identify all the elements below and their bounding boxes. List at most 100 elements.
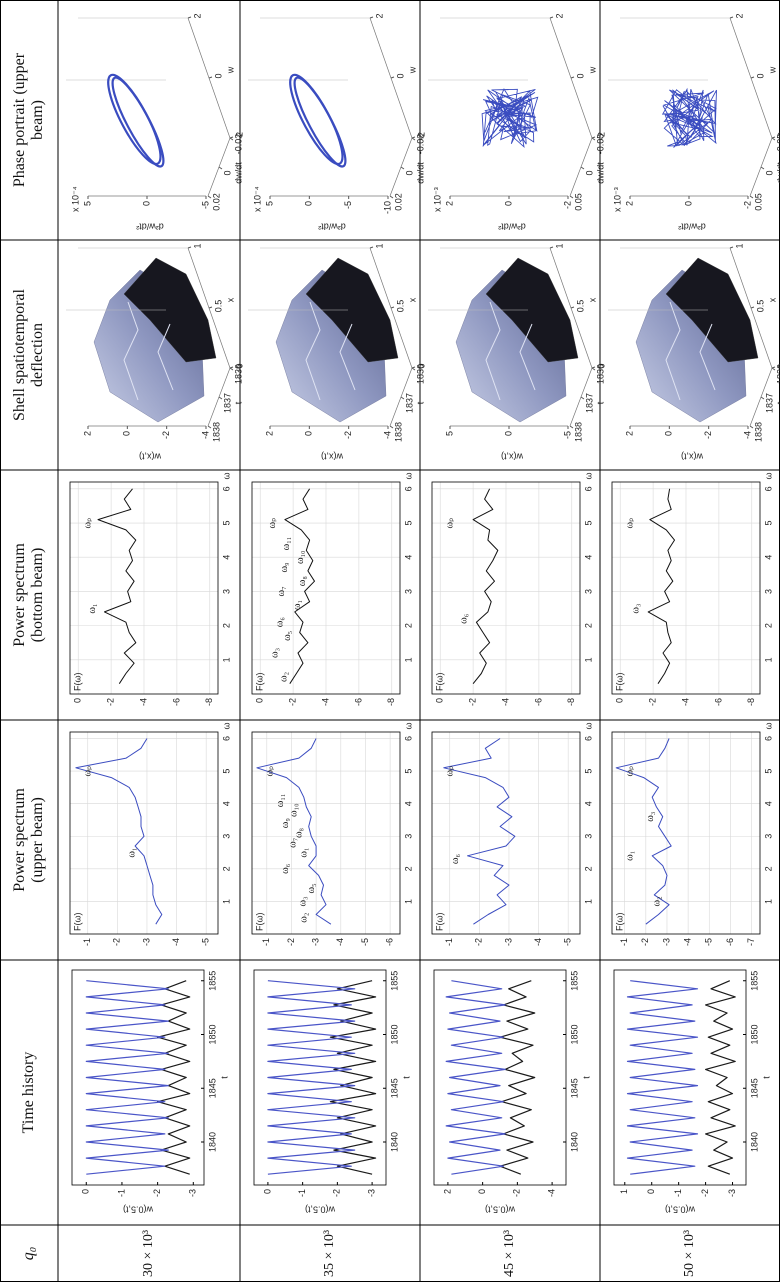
b-tick xyxy=(187,16,192,19)
time-series-line xyxy=(626,980,699,1175)
y-tick-label: 0 xyxy=(435,698,445,703)
x-tick-label: 4 xyxy=(583,555,593,560)
y-axis-label: F(ω) xyxy=(614,672,624,691)
b-tick-label: -2 xyxy=(776,132,780,140)
surface-dark xyxy=(485,257,579,363)
b-tick xyxy=(771,136,776,139)
peak-label: ωₚ xyxy=(82,766,93,777)
a-tick-label: 1837 xyxy=(764,393,774,413)
peak-label: ωₚ xyxy=(267,518,278,529)
header-text: Power spectrum (upper beam) xyxy=(10,788,46,892)
y-tick-label: -3 xyxy=(727,1189,737,1197)
y-tick-label: 0 xyxy=(646,1189,656,1194)
b-axis-label: w xyxy=(587,66,597,74)
y-axis-label: w(0.5,t) xyxy=(485,1205,516,1215)
x-tick-label: 5 xyxy=(403,769,413,774)
x-tick-label: 4 xyxy=(583,801,593,806)
peak-label: ω₉ xyxy=(279,562,290,573)
y-tick-label: -2 xyxy=(467,698,477,706)
y-tick-label: -2 xyxy=(512,1189,522,1197)
y-tick-label: -8 xyxy=(386,698,396,706)
x-tick-label: 2 xyxy=(583,866,593,871)
phase-trajectory xyxy=(107,73,162,166)
a-tick xyxy=(760,396,765,400)
x-tick-label: 1845 xyxy=(749,1078,759,1098)
y-tick-label: -2 xyxy=(112,938,122,946)
a-axis-label: t xyxy=(595,401,605,404)
y-tick-label: -1 xyxy=(673,1189,683,1197)
header-text: Time history xyxy=(19,1051,37,1134)
x-tick-label: 1850 xyxy=(389,1024,399,1044)
a-tick xyxy=(749,195,754,199)
x-tick-label: 1845 xyxy=(389,1078,399,1098)
x-tick-label: 1 xyxy=(403,657,413,662)
y-tick-label: -2 xyxy=(152,1189,162,1197)
time-series-line xyxy=(499,980,536,1175)
x-tick-label: 5 xyxy=(583,521,593,526)
a-tick-label: 1838 xyxy=(753,422,763,442)
plot-frame xyxy=(431,481,581,695)
y-tick-label: 1 xyxy=(619,1189,629,1194)
b-tick-label: 0 xyxy=(213,73,223,78)
x-tick-label: 1855 xyxy=(749,971,759,991)
peak-label: ω₁ xyxy=(624,851,635,861)
x-tick-label: 3 xyxy=(221,834,231,839)
b-tick xyxy=(729,246,734,249)
b-tick xyxy=(750,76,755,79)
plot-frame xyxy=(613,969,747,1186)
x-tick-label: 1855 xyxy=(207,971,217,991)
x-tick-label: 5 xyxy=(403,521,413,526)
z-axis-label: d²w/dt² xyxy=(678,222,706,232)
z-tick-label: 2 xyxy=(624,431,634,436)
a-axis-label: dw/dt xyxy=(595,162,605,184)
y-axis-label: F(ω) xyxy=(254,672,264,691)
y-axis-label: w(0.5,t) xyxy=(305,1205,336,1215)
z-tick-label: 0 xyxy=(503,201,513,206)
peak-label: ω₃ xyxy=(645,812,656,822)
z-tick-label: -4 xyxy=(200,431,210,439)
time-series-line xyxy=(445,980,506,1175)
surface-dark xyxy=(305,257,399,363)
y-tick-label: -2 xyxy=(286,938,296,946)
row-label: 35 × 10³ xyxy=(321,1229,337,1278)
a-tick-label: 1837 xyxy=(584,393,594,413)
b-tick xyxy=(208,306,213,309)
y-tick-label: -8 xyxy=(566,698,576,706)
b-tick-label: 0 xyxy=(755,73,765,78)
peak-label: ωₚ xyxy=(624,518,635,529)
x-tick-label: 1855 xyxy=(569,971,579,991)
spectrum-line xyxy=(284,488,315,684)
y-tick-label: -4 xyxy=(500,698,510,706)
b-tick-label: 1 xyxy=(554,243,564,248)
y-tick-label: -8 xyxy=(746,698,756,706)
a-tick-label: 0.05 xyxy=(573,193,583,211)
y-tick-label: -4 xyxy=(171,938,181,946)
b-axis-label: x xyxy=(767,297,777,302)
header-text: q₀ xyxy=(19,1246,37,1261)
time-series-line xyxy=(705,980,736,1175)
b-tick-label: 0.5 xyxy=(755,300,765,313)
x-axis-label: ω xyxy=(763,472,773,479)
b-tick-label: 2 xyxy=(554,13,564,18)
x-tick-label: 3 xyxy=(583,589,593,594)
row-label: 45 × 10³ xyxy=(501,1229,517,1278)
spectrum-line xyxy=(443,738,516,925)
plot-frame xyxy=(69,481,219,695)
x-tick-label: 2 xyxy=(763,623,773,628)
peak-label: ω₆ xyxy=(459,613,470,624)
b-tick-label: 0 xyxy=(596,363,606,368)
peak-label: ω₃ xyxy=(269,648,280,658)
a-tick xyxy=(218,166,223,170)
x-axis-label: t xyxy=(219,1076,229,1079)
z-tick-label: 0 xyxy=(503,431,513,436)
y-tick-label: -3 xyxy=(366,1189,376,1197)
peak-label: ω₁₀ xyxy=(295,550,306,564)
peak-label: ω₆ xyxy=(450,854,461,865)
y-axis-label: F(ω) xyxy=(72,672,82,691)
b-tick-label: 0.5 xyxy=(575,300,585,313)
z-axis-label: w(x,t) xyxy=(321,452,344,462)
z-tick-label: 2 xyxy=(82,431,92,436)
peak-label: ω₉ xyxy=(280,818,291,829)
b-tick-label: 2 xyxy=(192,13,202,18)
